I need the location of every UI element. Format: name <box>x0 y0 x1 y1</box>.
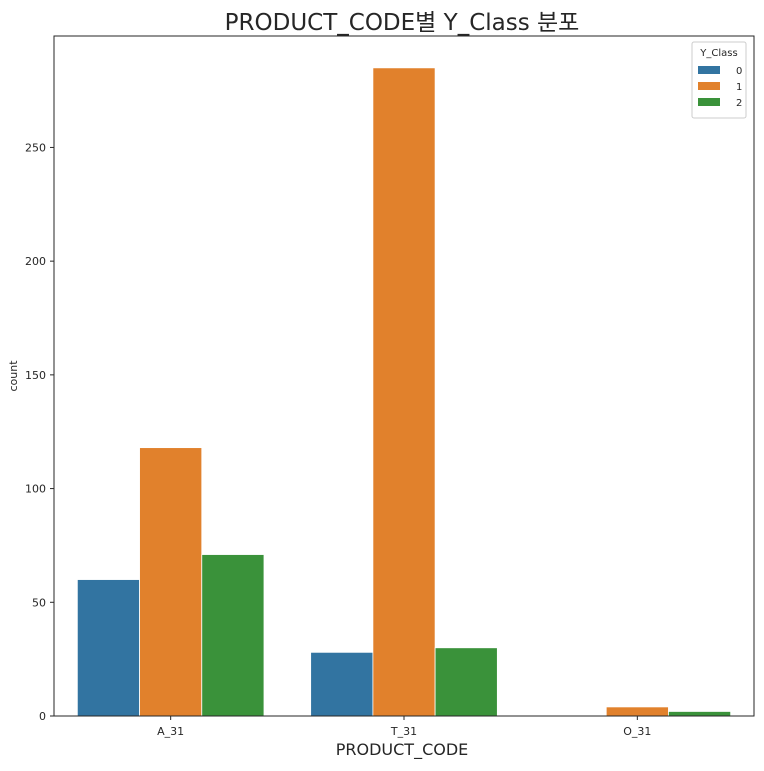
y-axis-ticks: 0 50 100 150 200 250 <box>25 141 54 723</box>
x-axis-label: PRODUCT_CODE <box>336 740 469 760</box>
bar-O_31-class-1 <box>605 706 669 717</box>
bar-A_31-class-2 <box>201 554 265 717</box>
legend-swatch-0 <box>698 66 720 74</box>
legend-label-2: 2 <box>736 98 742 109</box>
bar-T_31-class-0 <box>310 651 374 717</box>
bar-T_31-class-1 <box>372 67 436 717</box>
legend-label-0: 0 <box>736 66 742 77</box>
legend: Y_Class 0 1 2 <box>691 41 747 119</box>
bars <box>76 67 732 717</box>
legend-swatch-2 <box>698 98 720 106</box>
y-tick-label: 0 <box>39 710 46 723</box>
x-tick-label-T_31: T_31 <box>390 725 417 738</box>
legend-swatch-1 <box>698 82 720 90</box>
y-tick-label: 150 <box>25 369 46 382</box>
y-tick-label: 200 <box>25 255 46 268</box>
bar-A_31-class-0 <box>76 579 140 717</box>
y-tick-label: 50 <box>32 596 46 609</box>
x-axis-ticks: A_31 T_31 O_31 <box>157 716 651 738</box>
chart-title: PRODUCT_CODE별 Y_Class 분포 <box>225 10 580 36</box>
bar-O_31-class-2 <box>668 711 732 717</box>
x-tick-label-O_31: O_31 <box>623 725 651 738</box>
y-tick-label: 100 <box>25 483 46 496</box>
bar-A_31-class-1 <box>139 447 203 717</box>
legend-label-1: 1 <box>736 82 742 93</box>
bar-T_31-class-2 <box>434 647 498 717</box>
legend-items: 0 1 2 <box>698 66 742 109</box>
x-tick-label-A_31: A_31 <box>157 725 184 738</box>
y-tick-label: 250 <box>25 141 46 154</box>
legend-title: Y_Class <box>699 48 737 59</box>
plot-area-frame <box>53 35 755 717</box>
y-axis-label: count <box>7 360 20 392</box>
